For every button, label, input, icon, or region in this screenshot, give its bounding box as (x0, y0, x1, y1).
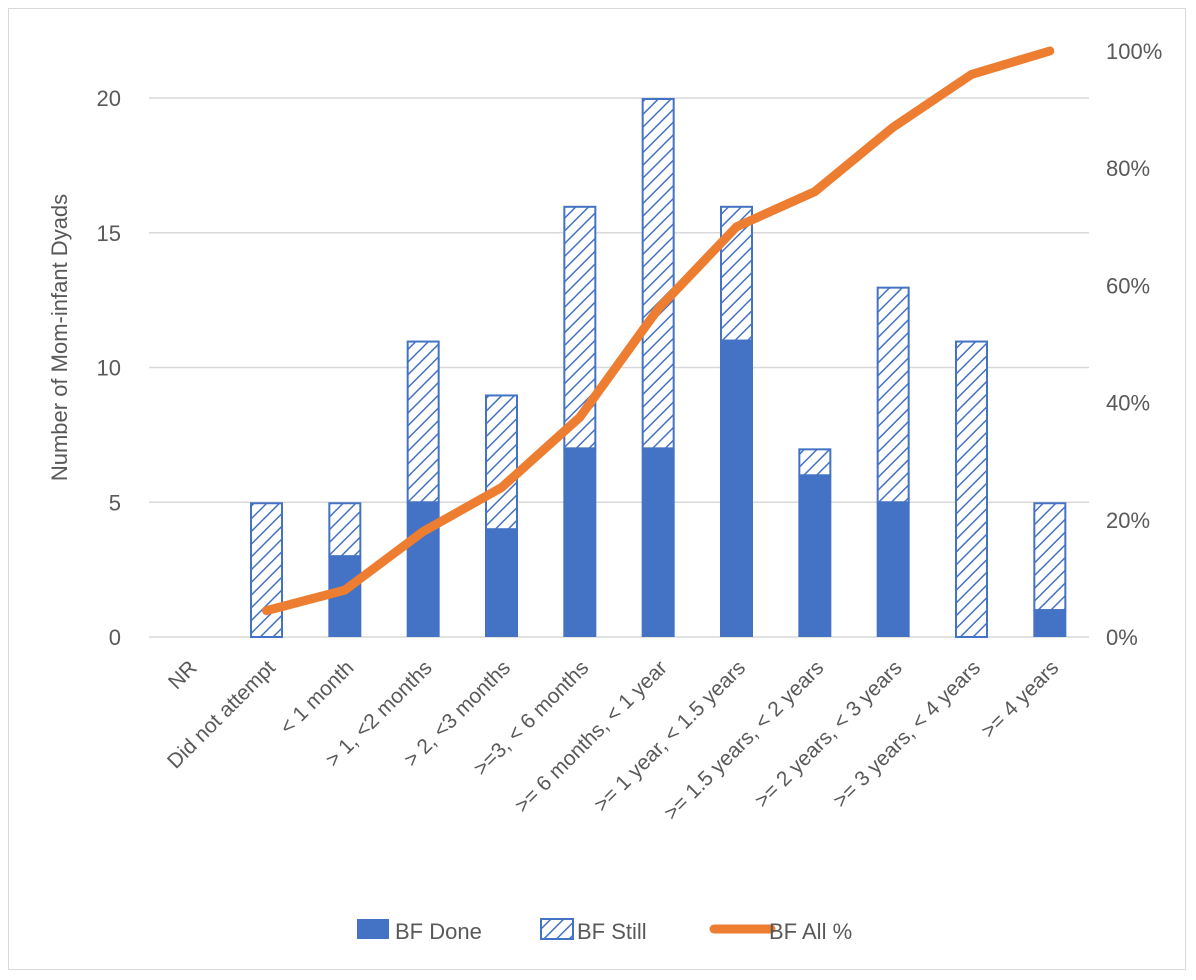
bar-bf-done-2-3-months (485, 529, 518, 637)
y-tick-label: 0 (109, 625, 121, 650)
legend: BF Done BF Still BF All % (357, 918, 852, 944)
category-label: NR (164, 656, 202, 694)
y2-tick-label: 60% (1106, 273, 1150, 298)
bar-bf-still-6-months-1-year (641, 98, 675, 450)
legend-label-bf-done: BF Done (395, 919, 482, 944)
category-label: >= 1 year, < 1.5 years (590, 656, 750, 816)
y2-tick-label: 80% (1106, 156, 1150, 181)
bar-bf-still-1-month (328, 502, 362, 558)
y2-tick-label: 40% (1106, 391, 1150, 416)
bar-bf-done-1-5-years-2-years (798, 475, 832, 637)
legend-label-bf-still: BF Still (577, 919, 647, 944)
bar-bf-still-1-5-years-2-years (798, 448, 832, 477)
y-tick-label: 5 (109, 490, 121, 515)
category-label: >= 2 years, < 3 years (751, 656, 907, 812)
bar-bf-done-2-years-3-years (876, 502, 910, 637)
bar-bf-still-2-3-months (485, 394, 518, 531)
y-axis-ticks: 0 5 10 15 20 (97, 86, 121, 650)
legend-label-bf-all: BF All % (769, 919, 852, 944)
y-axis-title: Number of Mom-infant Dyads (47, 194, 72, 481)
bar-bf-done-3-6-months (563, 448, 597, 637)
bars (250, 98, 1067, 638)
bar-bf-still-1-2-months (406, 340, 440, 504)
line-series (262, 46, 1055, 616)
y2-tick-label: 0% (1106, 625, 1138, 650)
category-label: >= 6 months, < 1 year (511, 656, 672, 817)
bar-bf-still-4-years (1033, 502, 1067, 612)
bar-bf-still-2-years-3-years (876, 286, 910, 504)
y-tick-label: 15 (97, 221, 121, 246)
y2-axis-ticks: 0% 20% 40% 60% 80% 100% (1106, 39, 1162, 650)
category-label: >= 4 years (977, 656, 1063, 742)
y2-tick-label: 20% (1106, 508, 1150, 533)
category-label: >= 3 years, < 4 years (829, 656, 985, 812)
y2-tick-label: 100% (1106, 39, 1162, 64)
legend-swatch-bf-still (540, 918, 574, 940)
bar-bf-done-6-months-1-year (641, 448, 675, 637)
chart-frame: 0 5 10 15 20 0% 20% 40% 60% 80% 100% NR Did not at… (8, 8, 1186, 970)
bar-bf-done-4-years (1033, 610, 1067, 637)
bar-bf-still-3-years-4-years (955, 340, 988, 638)
y-tick-label: 10 (97, 356, 121, 381)
bar-bf-done-1-year-1-5-years (720, 340, 753, 637)
category-label: >= 1.5 years, < 2 years (660, 656, 829, 825)
y-tick-label: 20 (97, 86, 121, 111)
bar-bf-still-did-not-attempt (250, 502, 283, 638)
category-label: < 1 month (276, 656, 359, 739)
bar-bf-still-1-year-1-5-years (720, 205, 753, 342)
legend-swatch-bf-done (357, 919, 389, 939)
